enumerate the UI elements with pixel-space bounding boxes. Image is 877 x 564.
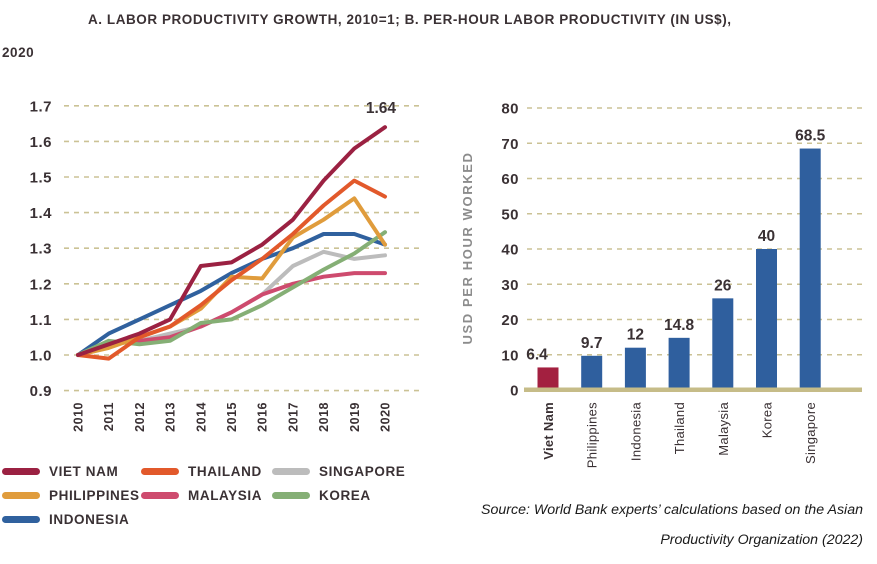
legend-item-korea: KOREA (272, 488, 432, 503)
bar-ytick-70: 70 (501, 136, 519, 153)
xtick-2016: 2016 (256, 402, 270, 432)
xtick-2015: 2015 (225, 402, 239, 432)
legend-swatch-singapore (272, 467, 310, 475)
bar-indonesia (624, 347, 646, 390)
bar-chart: 0 10 20 30 40 50 60 70 80 USD PER HOUR WORKED 6.4 9… (460, 101, 862, 469)
line-chart-ytick-labels: 0.9 1.0 1.1 1.2 1.3 1.4 1.5 1.6 1.7 (30, 98, 53, 400)
series-line-indonesia (76, 232, 387, 357)
bar-category-labels: Viet Nam Philippines Indonesia Thailand Mala… (541, 402, 818, 469)
legend-item-thailand: THAILAND (141, 464, 272, 479)
legend-swatch-malaysia (141, 491, 179, 499)
bar-value-korea: 40 (758, 228, 775, 245)
bar-chart-baseline (524, 387, 862, 392)
line-chart-legend: VIET NAM THAILAND SINGAPORE PHILIPPINES MALA… (2, 459, 442, 531)
bar-ytick-80: 80 (501, 101, 519, 118)
legend-label-indonesia: INDONESIA (49, 511, 130, 527)
ytick-0.9: 0.9 (30, 383, 52, 400)
ytick-1.4: 1.4 (30, 205, 53, 222)
bar-label-singapore: Singapore (803, 402, 818, 464)
source-note-line1: Source: World Bank experts’ calculations… (481, 502, 863, 518)
series-line-korea (76, 230, 387, 357)
xtick-2010: 2010 (72, 402, 86, 432)
ytick-1.6: 1.6 (30, 134, 52, 151)
source-note: Source: World Bank experts’ calculations… (481, 495, 863, 555)
series-line-viet-nam (76, 125, 387, 357)
legend-item-viet-nam: VIET NAM (2, 464, 141, 479)
legend-row: INDONESIA (2, 507, 442, 531)
bar-value-malaysia: 26 (714, 277, 732, 294)
legend-label-malaysia: MALAYSIA (188, 487, 263, 503)
legend-swatch-viet-nam (2, 467, 40, 475)
legend-item-malaysia: MALAYSIA (141, 488, 272, 503)
bar-value-philippines: 9.7 (581, 335, 603, 352)
bar-label-viet-nam: Viet Nam (541, 402, 556, 460)
bar-chart-ytick-labels: 0 10 20 30 40 50 60 70 80 (501, 101, 519, 400)
xtick-2020: 2020 (379, 402, 393, 432)
series-line-thailand (76, 178, 387, 361)
legend-item-singapore: SINGAPORE (272, 464, 432, 479)
bar-thailand (668, 337, 690, 390)
bar-label-malaysia: Malaysia (716, 402, 731, 456)
xtick-2013: 2013 (164, 402, 178, 432)
bar-value-singapore: 68.5 (795, 128, 826, 145)
figure-title-line1: A. LABOR PRODUCTIVITY GROWTH, 2010=1; B.… (88, 12, 732, 27)
xtick-2014: 2014 (194, 402, 208, 432)
bar-ytick-20: 20 (501, 312, 519, 329)
ytick-1.7: 1.7 (30, 98, 52, 115)
bar-viet-nam (537, 367, 559, 390)
legend-swatch-philippines (2, 491, 40, 499)
bar-ytick-40: 40 (501, 242, 519, 259)
figure-title-line2: 2020 (2, 45, 35, 60)
bar-label-indonesia: Indonesia (628, 402, 643, 462)
bar-philippines (581, 355, 603, 390)
legend-item-indonesia: INDONESIA (2, 512, 141, 527)
legend-label-korea: KOREA (319, 487, 371, 503)
ytick-1.3: 1.3 (30, 241, 52, 258)
legend-swatch-thailand (141, 467, 179, 475)
bar-value-indonesia: 12 (627, 327, 644, 344)
bar-korea (756, 249, 777, 390)
legend-row: PHILIPPINES MALAYSIA KOREA (2, 483, 442, 507)
bar-ytick-0: 0 (510, 383, 519, 400)
line-chart-gridlines (64, 105, 424, 392)
legend-swatch-korea (272, 491, 310, 499)
legend-label-viet-nam: VIET NAM (49, 463, 119, 479)
bar-label-philippines: Philippines (585, 402, 600, 468)
xtick-2019: 2019 (348, 402, 362, 432)
legend-item-philippines: PHILIPPINES (2, 488, 141, 503)
legend-swatch-indonesia (2, 515, 40, 523)
bar-malaysia (712, 298, 734, 390)
bar-label-korea: Korea (760, 402, 775, 439)
bars (537, 148, 821, 390)
legend-label-thailand: THAILAND (188, 463, 262, 479)
legend-row: VIET NAM THAILAND SINGAPORE (2, 459, 442, 483)
bar-value-thailand: 14.8 (664, 317, 695, 334)
legend-label-singapore: SINGAPORE (319, 463, 406, 479)
line-chart-year-labels: 2010 2011 2012 2013 2014 2015 2016 2017 2018 2019… (72, 402, 393, 432)
bar-chart-ylabel: USD PER HOUR WORKED (460, 152, 475, 345)
annotation-vietnam-endvalue: 1.64 (366, 100, 397, 117)
ytick-1.5: 1.5 (30, 170, 52, 187)
series-line-philippines (76, 196, 387, 357)
bar-singapore (799, 148, 821, 390)
xtick-2018: 2018 (317, 402, 331, 432)
source-note-line2: Productivity Organization (2022) (660, 532, 863, 548)
bar-value-viet-nam: 6.4 (526, 346, 548, 363)
bar-ytick-10: 10 (501, 347, 519, 364)
ytick-1.2: 1.2 (30, 276, 52, 293)
xtick-2011: 2011 (102, 402, 116, 431)
xtick-2017: 2017 (286, 402, 300, 432)
legend-label-philippines: PHILIPPINES (49, 487, 140, 503)
ytick-1.1: 1.1 (30, 312, 52, 329)
ytick-1.0: 1.0 (30, 348, 52, 365)
bar-ytick-60: 60 (501, 171, 519, 188)
bar-label-thailand: Thailand (672, 402, 687, 454)
bar-value-labels: 6.4 9.7 12 14.8 26 40 68.5 (526, 128, 825, 364)
bar-ytick-30: 30 (501, 277, 519, 294)
bar-ytick-50: 50 (501, 206, 519, 223)
xtick-2012: 2012 (133, 402, 147, 432)
